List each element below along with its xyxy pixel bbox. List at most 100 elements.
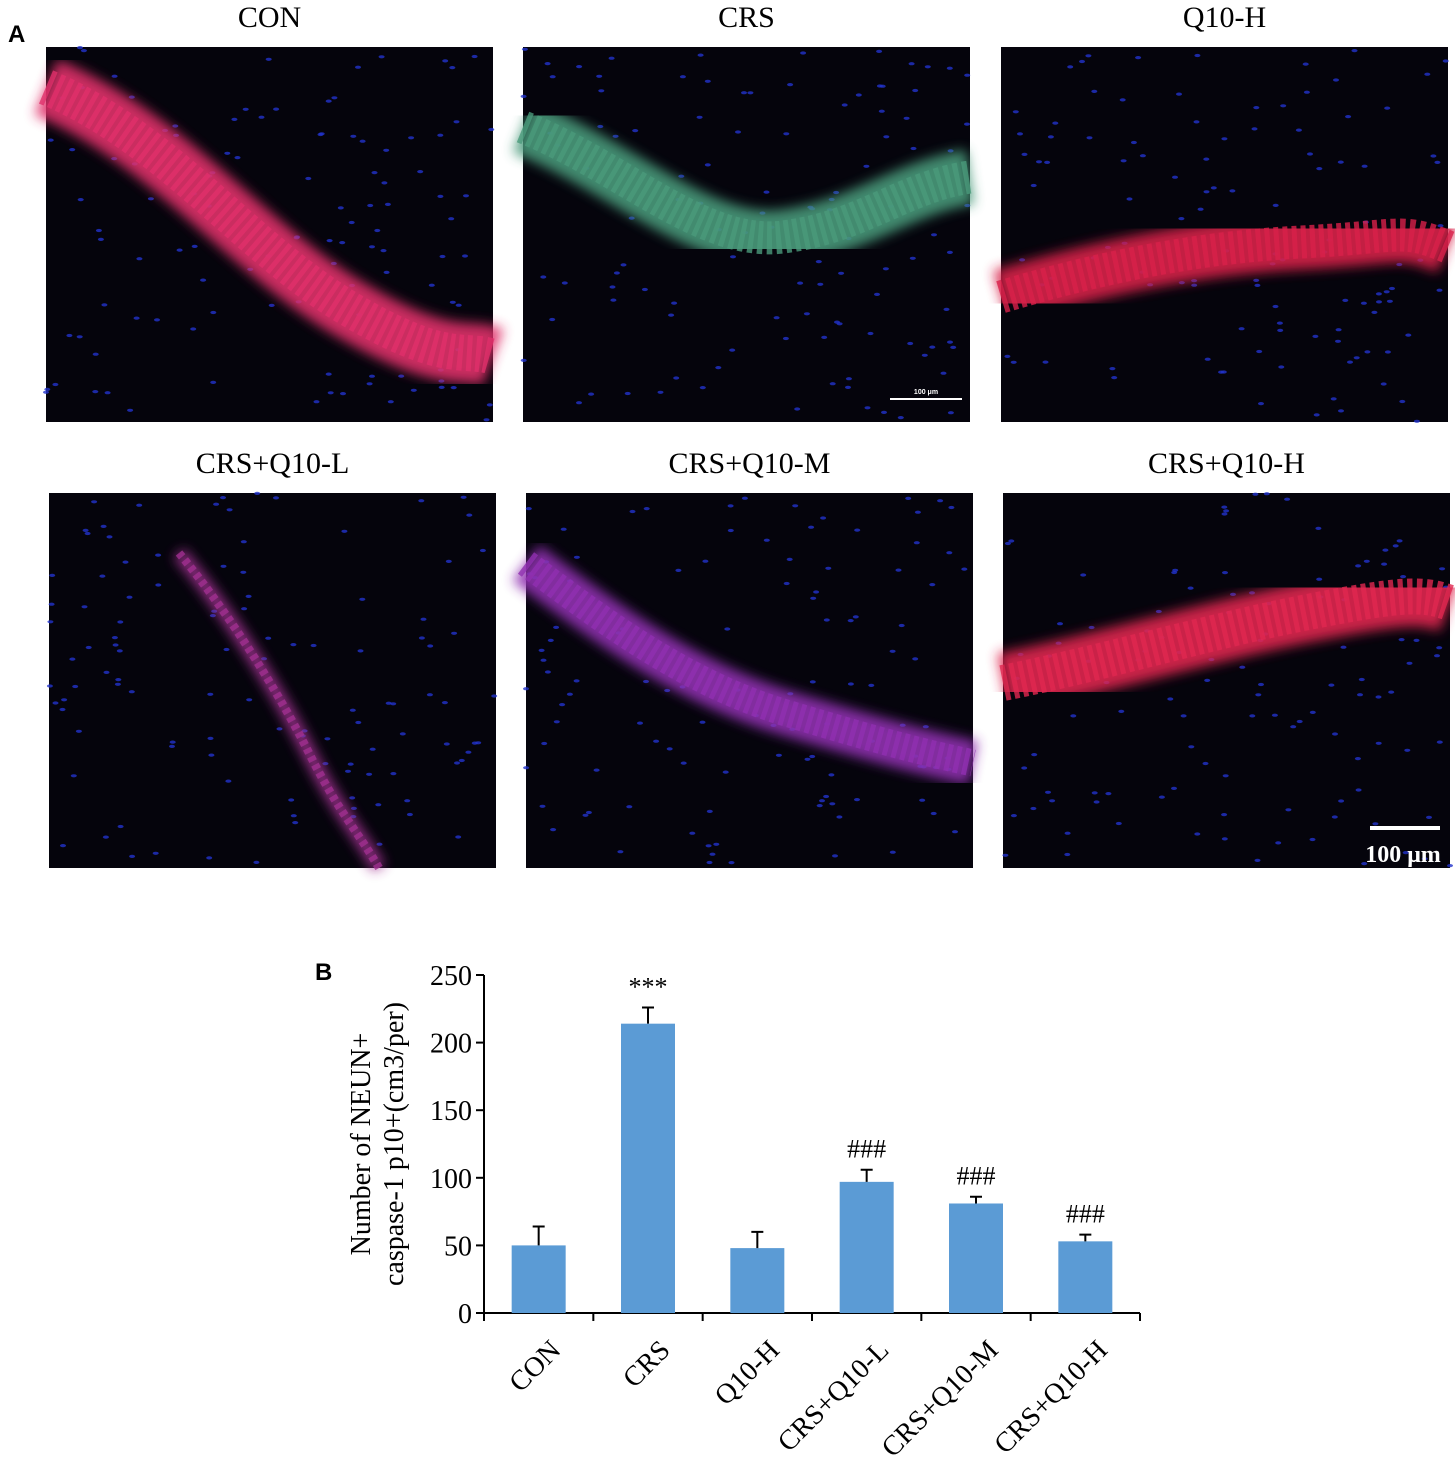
cell-dot [961,567,968,571]
cell-dot [1238,327,1245,331]
cell-dot [903,116,910,120]
cell-dot [190,327,197,331]
cell-dot [553,625,560,629]
cell-dot [1019,258,1026,262]
cell-dot [706,860,713,865]
cell-dot [1045,790,1051,794]
cell-dot [384,202,391,206]
cell-dot [783,581,790,586]
cell-dot [1376,300,1382,304]
cell-dot [70,774,77,778]
cell-dot [847,682,854,686]
cell-dot [1197,207,1204,211]
cell-dot [226,508,233,512]
cell-dot [410,388,417,392]
cell-dot [550,828,557,832]
cell-dot [874,292,880,296]
cell-dot [322,762,329,766]
cell-dot [940,371,947,375]
cell-dot [1353,356,1360,360]
cell-dot [1402,851,1409,855]
cell-dot [268,303,275,307]
cell-dot [52,701,59,705]
cell-dot [1405,333,1412,337]
cell-dot [220,496,226,500]
cell-dot [525,507,532,511]
image-title: CRS+Q10-M [669,447,831,480]
cell-dot [350,134,357,138]
cell-dot [1119,98,1126,102]
cell-dot [924,65,931,69]
cell-dot [76,335,83,339]
cell-dot [1381,562,1388,566]
cell-dot [1342,298,1349,302]
cell-dot [427,644,434,648]
y-axis-title: Number of NEUN+ [346,1033,377,1256]
x-tick-label: CRS+Q10-H [988,1335,1114,1461]
error-bar [860,1168,873,1182]
cell-dot [1330,397,1337,401]
cell-dot [441,701,448,705]
cell-dot [1290,725,1297,729]
cell-dot [101,303,108,307]
cell-dot [724,627,731,631]
cell-layer-core [38,70,500,375]
cell-dot [265,636,272,640]
cell-dot [786,557,793,561]
cell-dot [1371,310,1378,314]
cell-dot [367,203,374,208]
cell-dot [727,504,734,508]
cell-dot [438,385,445,389]
cell-dot [398,374,405,378]
cell-dot [77,198,84,202]
cell-dot [1223,509,1230,513]
cell-dot [1357,693,1363,697]
cell-dot [254,491,261,495]
cell-dot [46,684,53,688]
cell-dot [689,831,696,835]
cell-dot [727,528,734,533]
cell-dot [1172,175,1178,179]
cell-dot [834,320,840,324]
cell-dot [829,382,836,386]
cell-dot [702,559,709,563]
cell-dot [741,91,747,95]
image-title: Q10-H [1183,1,1266,34]
cell-layer-core [999,578,1455,701]
cell-dot [1434,160,1441,164]
bar [511,1245,566,1313]
cell-dot [797,281,804,285]
bar [839,1181,894,1313]
cell-dot [406,812,413,817]
cell-dot [417,170,424,174]
cell-dot [155,583,162,587]
cell-dot [1396,262,1403,267]
cell-dot [449,300,456,304]
cell-dot [882,267,889,271]
cell-dot [61,698,68,702]
cell-dot [85,645,92,650]
cell-dot [378,55,385,59]
image-title: CRS+Q10-H [1148,447,1305,480]
cell-dot [1079,59,1085,64]
cell-dot [224,151,231,155]
cell-dot [127,408,134,412]
cell-dot [292,821,299,825]
cell-dot [48,602,55,606]
cell-dot [952,830,958,834]
cell-dot [585,810,592,815]
cell-dot [1017,132,1023,136]
cell-dot [747,91,754,95]
cell-dot [92,352,99,356]
cell-dot [836,815,843,819]
cell-dot [327,391,334,395]
cell-dot [629,509,636,514]
cell-dot [946,551,953,555]
cell-dot [1384,106,1391,110]
cell-dot [1091,791,1098,795]
cell-dot [1044,160,1051,164]
cell-dot [371,171,378,175]
cell-dot [1255,693,1262,697]
cell-dot [426,693,433,697]
cell-dot [1135,56,1142,60]
